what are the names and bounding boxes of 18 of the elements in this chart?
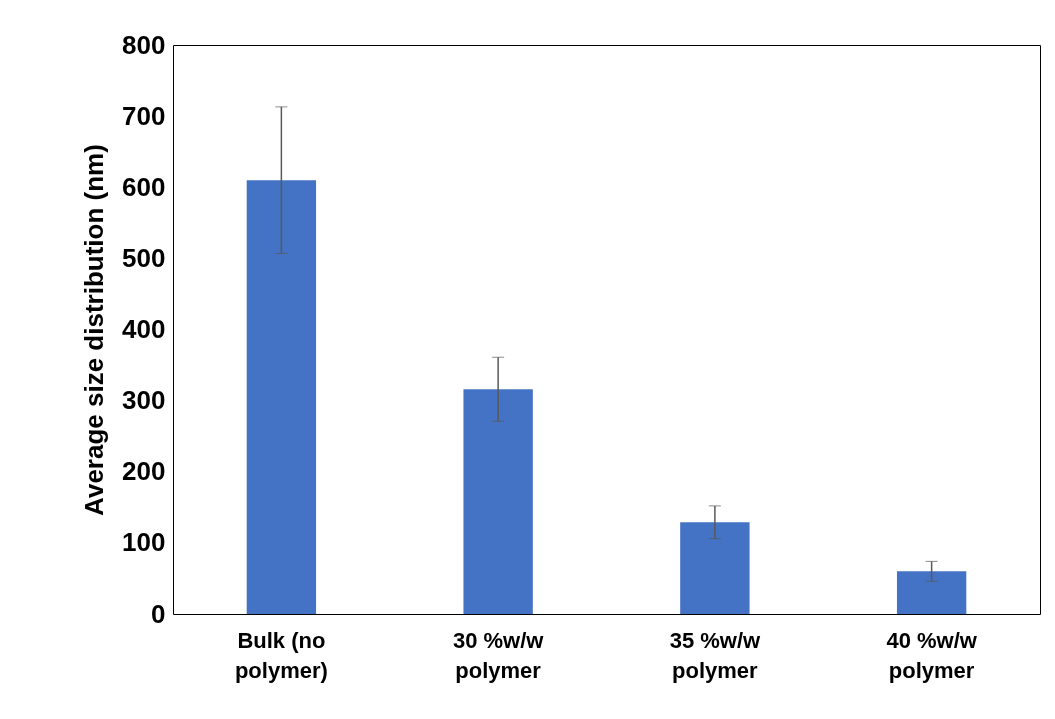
y-axis-title: Average size distribution (nm) [79, 144, 110, 516]
y-tick-label: 500 [122, 242, 166, 273]
bar [680, 522, 750, 614]
y-tick-label: 100 [122, 527, 166, 558]
x-tick-label: 35 %w/w polymer [669, 627, 761, 683]
x-tick-label: 40 %w/w polymer [886, 627, 978, 683]
x-tick-label: 30 %w/w polymer [452, 627, 545, 683]
y-tick-label: 600 [122, 171, 166, 202]
y-tick-label: 400 [122, 314, 166, 344]
bar [463, 389, 533, 614]
bar [246, 180, 317, 614]
y-tick-label: 0 [151, 598, 166, 629]
y-tick-label: 800 [122, 29, 166, 60]
y-tick-label: 300 [122, 385, 166, 416]
y-tick-label: 700 [122, 100, 166, 131]
x-tick-label: Bulk (no polymer) [234, 627, 328, 683]
bar [896, 571, 967, 614]
y-tick-label: 200 [122, 456, 166, 487]
